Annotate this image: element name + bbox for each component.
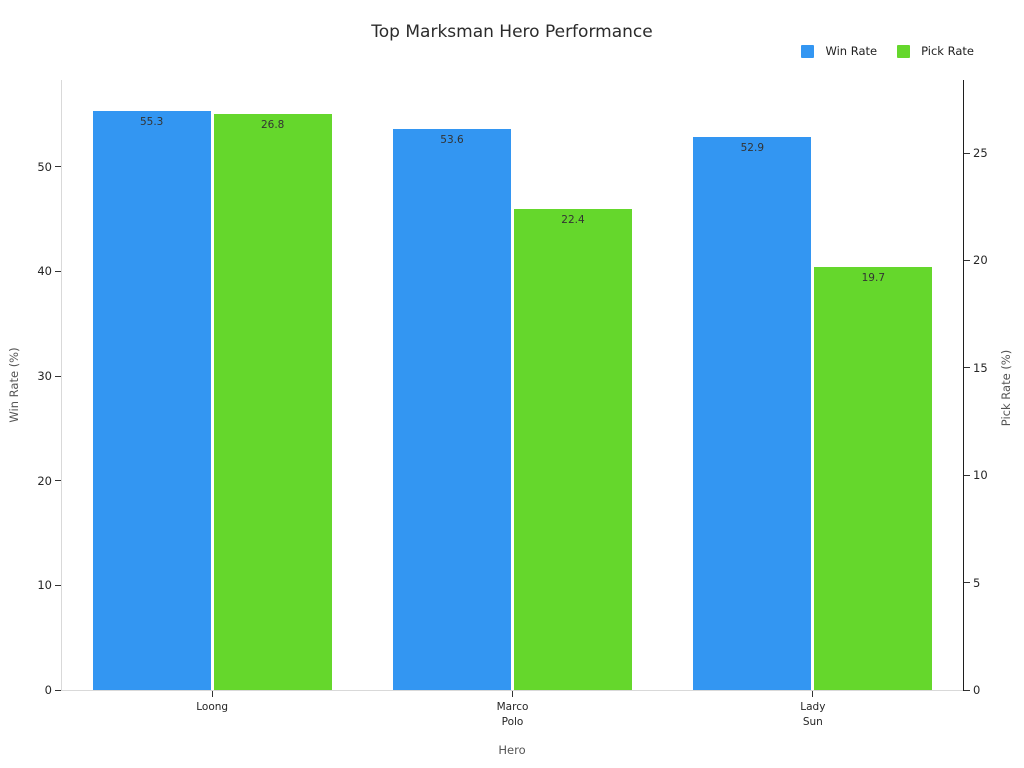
y-axis-left-spine	[61, 80, 62, 691]
bar-pick-rate	[514, 208, 632, 690]
y-axis-left-tick-mark	[55, 584, 61, 586]
legend-item-win-rate: Win Rate	[801, 44, 877, 58]
win-rate-swatch-icon	[801, 44, 815, 58]
y-axis-left-tick-mark	[55, 375, 61, 377]
legend-label: Pick Rate	[921, 44, 974, 58]
y-axis-left-tick-label: 50	[37, 159, 52, 174]
x-axis-tick-label: Loong	[196, 701, 229, 713]
y-axis-left-tick-label: 20	[37, 473, 52, 488]
y-axis-right-tick-mark	[964, 582, 970, 584]
y-axis-right-tick-mark	[964, 474, 970, 476]
x-axis-tick-mark	[812, 691, 814, 697]
x-axis-tick-label: Marco Polo	[496, 701, 529, 728]
x-axis-title: Hero	[498, 743, 526, 757]
y-axis-left-tick-label: 30	[37, 369, 52, 384]
y-axis-left-title: Win Rate (%)	[7, 347, 21, 423]
y-axis-right-tick-mark	[964, 259, 970, 261]
x-axis-spine	[61, 690, 963, 691]
chart-title: Top Marksman Hero Performance	[371, 22, 653, 42]
pick-rate-swatch-icon	[897, 44, 911, 58]
y-axis-right-tick-mark	[964, 367, 970, 369]
x-axis-tick-label: Lady Sun	[800, 701, 826, 728]
y-axis-right-tick-mark	[964, 152, 970, 154]
legend: Win Rate Pick Rate	[801, 44, 974, 58]
bar-win-rate	[92, 111, 211, 690]
bar-pick-rate	[814, 266, 933, 690]
y-axis-left-tick-mark	[55, 166, 61, 168]
y-axis-right-spine	[963, 80, 964, 691]
bar-pick-rate	[213, 114, 332, 690]
y-axis-right-tick-label: 20	[973, 253, 988, 268]
y-axis-right-tick-label: 15	[973, 360, 988, 375]
y-axis-right-tick-label: 0	[973, 683, 981, 697]
y-axis-right-tick-label: 5	[973, 575, 981, 590]
y-axis-right-tick-mark	[964, 689, 970, 691]
legend-label: Win Rate	[825, 44, 878, 58]
y-axis-right-tick-label: 25	[973, 146, 988, 161]
y-axis-right-title: Pick Rate (%)	[999, 349, 1013, 427]
y-axis-right-tick-label: 10	[973, 468, 988, 483]
bar-win-rate	[693, 136, 812, 690]
y-axis-left-tick-label: 0	[44, 683, 52, 697]
x-axis-tick-mark	[512, 691, 513, 697]
y-axis-left-tick-label: 10	[37, 578, 52, 593]
y-axis-left-tick-label: 40	[37, 264, 52, 279]
y-axis-left-tick-mark	[55, 270, 61, 272]
y-axis-left-tick-mark	[55, 689, 61, 691]
bar-win-rate	[393, 129, 511, 690]
x-axis-tick-mark	[211, 691, 213, 697]
legend-item-pick-rate: Pick Rate	[897, 44, 974, 58]
y-axis-left-tick-mark	[55, 480, 61, 482]
